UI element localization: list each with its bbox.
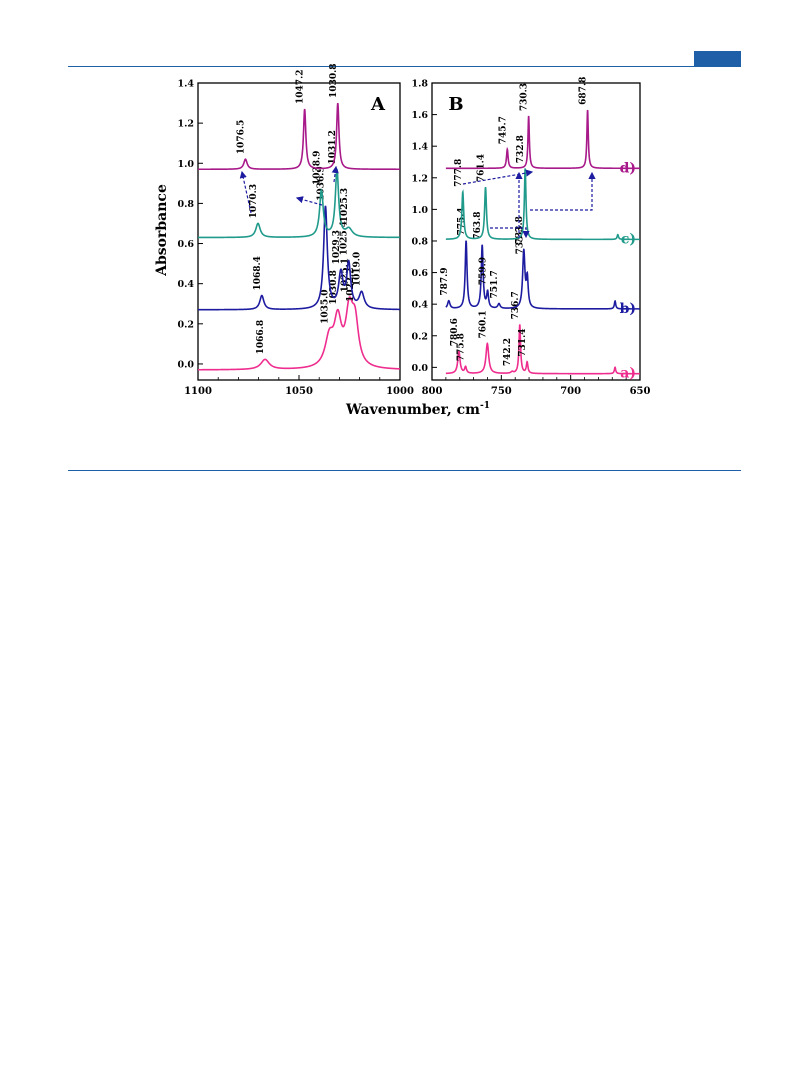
panel-b-y-tick-label: 0.0 bbox=[411, 363, 428, 374]
panel-a-y-tick-label: 1.0 bbox=[177, 159, 194, 170]
panel-b-peak-label: 732.8 bbox=[516, 135, 526, 163]
x-axis-title: Wavenumber, cm-1 bbox=[345, 401, 490, 418]
panel-b-peak-label: 745.7 bbox=[498, 116, 508, 144]
panel-a-peak-label: 1029.3 bbox=[332, 230, 342, 264]
panel-a-y-tick-label: 0.0 bbox=[177, 359, 194, 370]
panel-b-peak-label: 731.4 bbox=[518, 329, 528, 357]
trace-label-d: d) bbox=[620, 160, 636, 176]
panel-b-peak-label: 751.7 bbox=[490, 270, 500, 298]
panel-a-series-d-line bbox=[197, 102, 400, 171]
panel-a-series-b-line bbox=[198, 205, 400, 311]
panel-a-series-a-line bbox=[198, 296, 400, 371]
panel-b-x-tick-label: 700 bbox=[560, 386, 581, 397]
panel-b-peak-label: 759.9 bbox=[479, 257, 489, 285]
panel-b-x-tick-label: 750 bbox=[491, 386, 512, 397]
panel-a-label: A bbox=[370, 94, 386, 115]
panel-a-y-tick-label: 0.6 bbox=[177, 239, 194, 250]
panel-a-y-tick-label: 0.2 bbox=[177, 319, 194, 330]
panel-a-x-tick-label: 1100 bbox=[184, 386, 212, 397]
panel-b-peak-label: 780.6 bbox=[450, 318, 460, 346]
panel-a-x-tick-label: 1050 bbox=[285, 386, 313, 397]
panel-a-peak-label: 1047.2 bbox=[296, 70, 306, 104]
panel-a-peak-label: 1019.0 bbox=[353, 252, 363, 286]
panel-b-x-tick-label: 800 bbox=[422, 386, 443, 397]
panel-b-peak-label: 777.8 bbox=[454, 159, 464, 187]
panel-a-y-tick-label: 0.8 bbox=[177, 199, 194, 210]
panel-b-y-tick-label: 1.8 bbox=[411, 79, 428, 90]
panel-a-peak-label: 1068.4 bbox=[253, 256, 263, 290]
shift-arrow bbox=[331, 165, 339, 183]
shift-arrow bbox=[530, 171, 596, 211]
panel-b-y-tick-label: 0.6 bbox=[411, 268, 428, 279]
panel-a-y-tick-label: 0.4 bbox=[177, 279, 194, 290]
panel-a-series-c-line bbox=[198, 167, 400, 239]
panel-b-frame bbox=[431, 82, 641, 381]
x-axis-title-text: Wavenumber, cm bbox=[345, 402, 480, 418]
panel-b-series-b-line bbox=[445, 240, 640, 310]
panel-a-peak-label: 1076.5 bbox=[236, 120, 246, 154]
panel-b-series-d-line bbox=[445, 109, 640, 170]
x-axis-title-superscript: -1 bbox=[480, 401, 490, 411]
shift-arrow bbox=[295, 196, 323, 206]
panel-b-x-tick-label: 650 bbox=[630, 386, 651, 397]
trace-label-a: a) bbox=[620, 366, 636, 382]
shift-arrow bbox=[239, 170, 252, 214]
panel-a-y-tick-label: 1.4 bbox=[177, 79, 194, 90]
panel-b-y-tick-label: 0.4 bbox=[411, 300, 428, 311]
panel-a-peak-label: 1066.8 bbox=[256, 320, 266, 354]
panel-b-peak-label: 763.8 bbox=[473, 211, 483, 239]
panel-b-peak-label: 730.3 bbox=[520, 83, 530, 111]
panel-a-peak-label: 1036.9 bbox=[316, 166, 326, 200]
panel-b-y-tick-label: 1.4 bbox=[411, 142, 428, 153]
header-tab bbox=[694, 51, 741, 66]
panel-b-peak-label: 742.2 bbox=[503, 338, 513, 366]
panel-b-y-tick-label: 0.8 bbox=[411, 236, 428, 247]
panel-b-peak-label: 687.8 bbox=[579, 77, 589, 105]
panel-b-series-a-line bbox=[445, 324, 640, 375]
footer-rule bbox=[68, 470, 741, 471]
trace-label-c: c) bbox=[621, 231, 636, 247]
panel-a-peak-label: 1025.3 bbox=[340, 188, 350, 222]
panel-b-peak-label: 736.7 bbox=[511, 291, 521, 319]
panel-b-y-tick-label: 1.2 bbox=[411, 173, 428, 184]
panel-a-frame bbox=[197, 82, 401, 381]
trace-label-b: b) bbox=[620, 301, 636, 317]
panel-b-series-c-line bbox=[445, 168, 640, 241]
header-rule bbox=[68, 66, 741, 67]
panel-b-label: B bbox=[448, 94, 463, 115]
panel-b-y-tick-label: 0.2 bbox=[411, 331, 428, 342]
panel-a-peak-label: 1030.8 bbox=[329, 63, 339, 97]
panel-b-peak-label: 787.9 bbox=[440, 267, 450, 295]
panel-a-y-tick-label: 1.2 bbox=[177, 119, 194, 130]
panel-a-peak-label: 1025.1 bbox=[340, 258, 350, 292]
shift-arrow bbox=[462, 169, 534, 185]
panel-b-y-tick-label: 1.0 bbox=[411, 205, 428, 216]
panel-a-peak-label: 1070.3 bbox=[249, 184, 259, 218]
panel-a-peak-label: 1030.8 bbox=[329, 270, 339, 304]
panel-a-peak-label: 1025.4 bbox=[340, 221, 350, 255]
y-axis-title: Absorbance bbox=[154, 184, 170, 277]
panel-a-peak-label: 1035.0 bbox=[320, 289, 330, 323]
panel-b-peak-label: 733.8 bbox=[515, 216, 525, 244]
panel-b-peak-label: 733.3 bbox=[515, 226, 525, 254]
panel-a-x-tick-label: 1000 bbox=[386, 386, 414, 397]
panel-a-peak-label: 1031.2 bbox=[328, 130, 338, 164]
panel-b-peak-label: 775.8 bbox=[457, 333, 467, 361]
panel-b-y-tick-label: 1.6 bbox=[411, 110, 428, 121]
panel-b-peak-label: 760.1 bbox=[478, 310, 488, 338]
shift-arrow bbox=[490, 227, 530, 239]
